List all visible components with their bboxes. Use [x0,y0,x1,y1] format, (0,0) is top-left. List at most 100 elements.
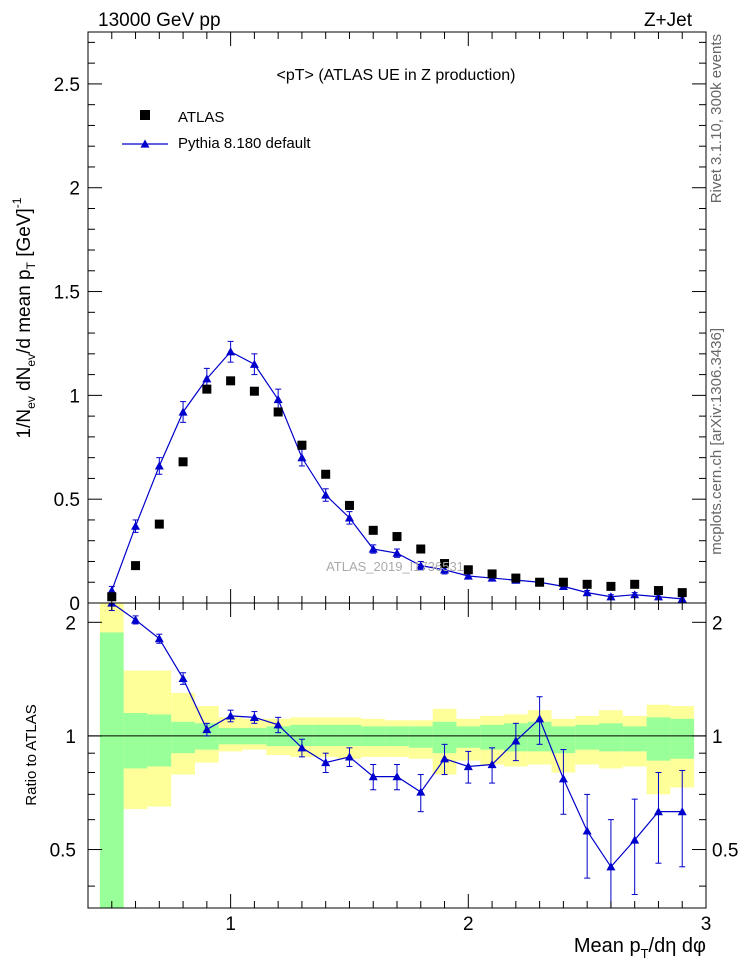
uncertainty-band-green [480,724,504,750]
atlas-data-point [416,544,426,554]
pythia-marker [321,490,331,499]
atlas-data-point [535,577,545,587]
analysis-watermark: ATLAS_2019_I1736531 [326,559,464,574]
atlas-data-point [606,581,616,591]
main-plot: 0 0.5 1 1.5 2 2.5 ATLAS Pythia 8.180 default [54,31,707,615]
atlas-data-point [154,519,164,529]
ratio-x-tick-label: 2 [463,914,474,935]
ratio-y-tick-label: 0.5 [50,841,76,862]
atlas-data-point [511,573,521,583]
uncertainty-band-green [670,718,695,759]
pythia-marker [107,586,117,595]
atlas-data-point [440,559,450,569]
ratio-y-tick-label-right: 1 [712,727,723,748]
ratio-pythia-marker [416,787,426,796]
uncertainty-band-green [194,723,219,750]
ratio-pythia-marker [392,772,402,781]
main-y-tick-label: 1 [69,386,80,407]
ratio-pythia-marker [226,711,236,720]
legend-atlas-label: ATLAS [178,109,224,126]
ratio-pythia-marker [440,754,450,763]
side-label-rivet: Rivet 3.1.10, 300k events [708,34,725,203]
ratio-pythia-marker [487,760,497,769]
pythia-marker [297,453,307,462]
pythia-marker [440,565,450,574]
pythia-marker [463,571,473,580]
atlas-data-point [131,561,141,571]
pythia-marker [249,359,259,368]
ratio-y-tick-label: 1 [65,727,76,748]
ratio-pythia-marker [558,774,568,783]
process-label: Z+Jet [644,10,693,31]
atlas-data-point [653,586,663,596]
ratio-pythia-marker [677,807,687,816]
main-y-axis-label: 1/Nev dNev/d mean pT [GeV]-1 [10,197,38,438]
main-y-tick-label: 2 [69,179,80,200]
ratio-y-tick-label-right: 0.5 [712,841,738,862]
ratio-plot: 0.5 0.5 1 1 2 2 1 2 3 [50,602,738,935]
ratio-y-axis-label: Ratio to ATLAS [23,704,40,805]
legend-pythia-label: Pythia 8.180 default [178,135,311,152]
legend-atlas-marker [140,110,150,120]
ratio-pythia-marker [344,752,354,761]
ratio-pythia-marker [273,720,283,729]
atlas-data-point [249,386,259,396]
main-plot-area [107,340,687,603]
svg-text:Mean pT/dη dφ: Mean pT/dη dφ [574,935,706,961]
legend: ATLAS Pythia 8.180 default [122,109,311,152]
pythia-marker [202,374,212,383]
atlas-data-point [582,579,592,589]
ratio-pythia-marker [249,712,259,721]
pythia-marker [630,590,640,599]
side-label-mcplots: mcplots.cern.ch [arXiv:1306.3436] [708,328,725,555]
uncertainty-band-green [147,714,172,767]
plot-title: <pT> (ATLAS UE in Z production) [277,67,516,84]
atlas-data-point [344,500,354,510]
ratio-pythia-marker [535,714,545,723]
uncertainty-band-green [456,726,481,748]
atlas-data-point [321,469,331,479]
pythia-marker [273,395,283,404]
svg-text:1/Nev dNev/d mean pT [GeV]-1: 1/Nev dNev/d mean pT [GeV]-1 [10,197,38,438]
ratio-pythia-marker [297,743,307,752]
ratio-y-tick-label: 2 [65,613,76,634]
uncertainty-band-green [408,726,433,748]
atlas-data-point [226,376,236,386]
atlas-data-point [368,525,378,535]
atlas-data-point [392,532,402,542]
energy-label: 13000 GeV pp [98,10,221,31]
pythia-marker [368,544,378,553]
x-axis-label: Mean pT/dη dφ [574,935,706,961]
ratio-y-tick-label-right: 2 [712,613,723,634]
atlas-data-point [273,407,283,417]
pythia-marker [344,513,354,522]
ratio-plot-area [88,603,706,908]
uncertainty-band-green [622,726,647,752]
uncertainty-band-green [575,724,600,750]
uncertainty-band-green [99,632,124,908]
ratio-pythia-marker [653,807,663,816]
main-y-tick-label: 0 [69,594,80,615]
main-y-tick-label: 0.5 [54,490,80,511]
pythia-marker [154,461,164,470]
main-y-tick-label: 1.5 [54,283,80,304]
legend-pythia-marker [140,139,150,148]
uncertainty-band-green [646,717,671,761]
atlas-data-point [630,579,640,589]
ratio-pythia-marker [630,835,640,844]
pythia-marker [392,548,402,557]
pythia-marker [226,347,236,356]
atlas-data-point [178,457,188,467]
atlas-data-point [202,384,212,394]
ratio-pythia-marker [178,673,188,683]
ratio-pythia-marker [511,736,521,745]
atlas-data-point [558,577,568,587]
atlas-data-point [487,569,497,579]
atlas-data-point [463,565,473,575]
ratio-pythia-marker [321,758,331,767]
uncertainty-band-green [171,721,195,754]
ratio-pythia-marker [606,862,616,871]
ratio-pythia-marker [463,761,473,771]
atlas-data-point [677,588,687,598]
